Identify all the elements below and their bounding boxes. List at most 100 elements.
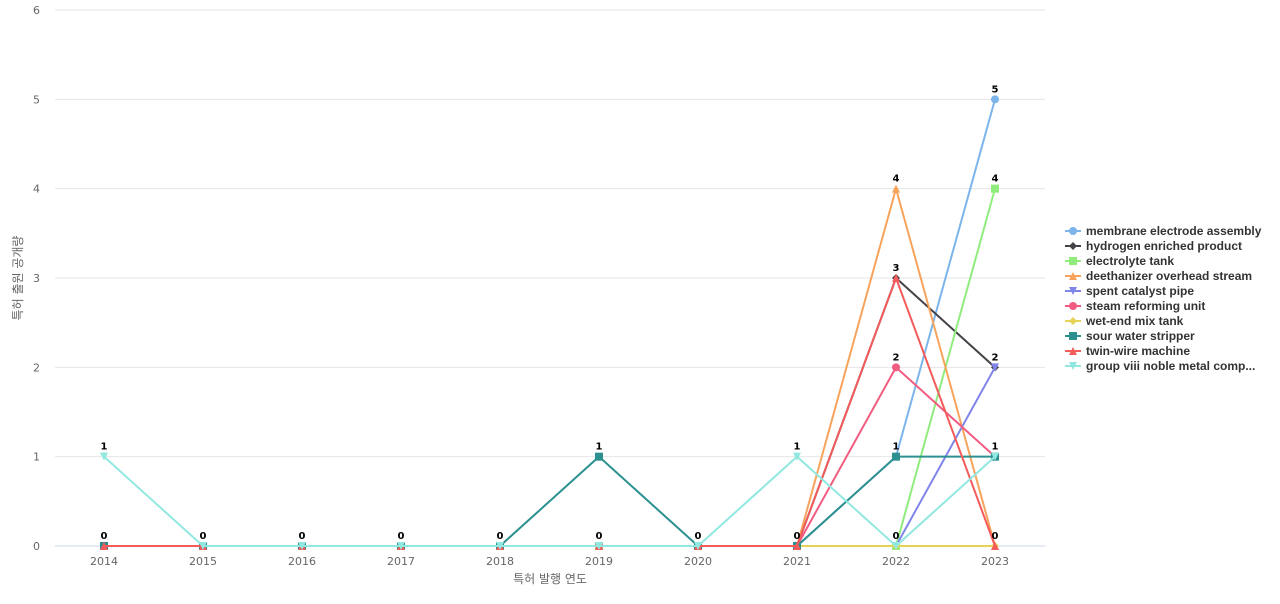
- data-point: [991, 452, 999, 461]
- data-label: 1: [992, 442, 999, 453]
- legend-item[interactable]: steam reforming unit: [1065, 299, 1205, 313]
- series-1: [100, 274, 999, 550]
- data-point: [991, 363, 999, 372]
- data-label: 0: [101, 531, 108, 542]
- series-line[interactable]: [104, 455, 995, 547]
- legend-marker: [1069, 272, 1077, 280]
- legend-item[interactable]: twin-wire machine: [1065, 344, 1190, 358]
- data-point: [892, 184, 900, 193]
- legend-label: group viii noble metal comp...: [1086, 359, 1255, 373]
- x-axis-ticks: 2014 2015 2016 2017 2018 2019 2020 2021 2022 2023: [90, 555, 1009, 568]
- data-label: 0: [497, 531, 504, 542]
- data-point: [100, 452, 108, 461]
- series-line[interactable]: [103, 455, 996, 547]
- data-label: 0: [200, 531, 207, 542]
- legend-label: membrane electrode assembly: [1086, 224, 1262, 238]
- legend-label: wet-end mix tank: [1085, 314, 1184, 328]
- legend-label: twin-wire machine: [1086, 344, 1190, 358]
- series-8: [100, 274, 999, 550]
- legend-item[interactable]: wet-end mix tank: [1065, 314, 1184, 328]
- data-label: 4: [992, 174, 999, 185]
- x-tick-label: 2019: [585, 555, 613, 568]
- legend-label: spent catalyst pipe: [1086, 284, 1194, 298]
- legend-marker: [1069, 287, 1077, 295]
- data-label: 1: [101, 442, 108, 453]
- x-tick-label: 2014: [90, 555, 118, 568]
- series-line[interactable]: [104, 99, 996, 547]
- data-point: [793, 542, 801, 550]
- data-label: 0: [992, 531, 999, 542]
- legend-marker: [1069, 362, 1077, 370]
- series-9: [100, 452, 999, 550]
- series-line[interactable]: [104, 277, 996, 547]
- y-axis-title: 특허 출원 공개량: [11, 236, 25, 321]
- legend-label: sour water stripper: [1086, 329, 1195, 343]
- data-point: [595, 542, 603, 550]
- legend-item[interactable]: hydrogen enriched product: [1065, 239, 1242, 253]
- y-axis-ticks: 0 1 2 3 4 5 6: [33, 4, 40, 553]
- y-tick-label: 4: [33, 183, 40, 196]
- legend-item[interactable]: electrolyte tank: [1065, 254, 1174, 268]
- data-point: [892, 363, 900, 372]
- y-tick-label: 0: [33, 540, 40, 553]
- legend-item[interactable]: membrane electrode assembly: [1065, 224, 1262, 238]
- x-tick-label: 2017: [387, 555, 415, 568]
- data-label: 0: [299, 531, 306, 542]
- legend-item[interactable]: group viii noble metal comp...: [1065, 359, 1255, 373]
- series-line[interactable]: [104, 277, 996, 547]
- data-point: [991, 95, 999, 104]
- data-point: [793, 452, 801, 461]
- x-tick-label: 2018: [486, 555, 514, 568]
- x-tick-label: 2015: [189, 555, 217, 568]
- y-tick-label: 6: [33, 4, 40, 17]
- legend-marker: [1069, 242, 1077, 250]
- data-point: [892, 542, 900, 550]
- data-point: [694, 542, 702, 550]
- legend-item[interactable]: spent catalyst pipe: [1065, 284, 1194, 298]
- data-point: [991, 184, 999, 193]
- legend-marker: [1069, 227, 1077, 235]
- data-point: [991, 542, 999, 550]
- data-point: [397, 542, 405, 550]
- legend-marker: [1069, 332, 1077, 340]
- y-tick-label: 3: [33, 272, 40, 285]
- data-point: [892, 274, 900, 282]
- legend-marker: [1069, 347, 1077, 355]
- data-point: [892, 452, 900, 461]
- x-tick-label: 2022: [882, 555, 910, 568]
- data-label: 0: [596, 531, 603, 542]
- data-label: 0: [398, 531, 405, 542]
- x-axis-title: 특허 발행 연도: [513, 571, 587, 586]
- legend-label: electrolyte tank: [1086, 254, 1174, 268]
- legend-label: hydrogen enriched product: [1086, 239, 1242, 253]
- data-label: 5: [992, 84, 999, 95]
- data-label: 1: [794, 442, 801, 453]
- x-tick-label: 2023: [981, 555, 1009, 568]
- x-tick-label: 2021: [783, 555, 811, 568]
- data-point: [298, 542, 306, 550]
- data-label: 1: [596, 442, 603, 453]
- gridlines: [55, 9, 1045, 547]
- series-0: [100, 95, 999, 550]
- data-point: [199, 542, 207, 550]
- data-label: 2: [893, 352, 900, 363]
- data-label: 3: [893, 263, 900, 274]
- data-label: 4: [893, 174, 900, 185]
- data-label: 0: [893, 531, 900, 542]
- data-point: [496, 542, 504, 550]
- legend-item[interactable]: sour water stripper: [1065, 329, 1195, 343]
- y-tick-label: 1: [33, 451, 40, 464]
- data-labels: 1 0 0 0 0 0 1 0 0 1 0 4 3 2 1 0 5 4 2 1 0: [101, 84, 999, 542]
- data-label: 1: [893, 442, 900, 453]
- data-point: [595, 452, 603, 461]
- series-7: [100, 452, 999, 550]
- legend-item[interactable]: deethanizer overhead stream: [1065, 269, 1252, 283]
- x-tick-label: 2020: [684, 555, 712, 568]
- legend-marker: [1069, 317, 1077, 325]
- series-lines: [100, 95, 999, 550]
- legend-label: deethanizer overhead stream: [1086, 269, 1252, 283]
- y-tick-label: 5: [33, 93, 40, 106]
